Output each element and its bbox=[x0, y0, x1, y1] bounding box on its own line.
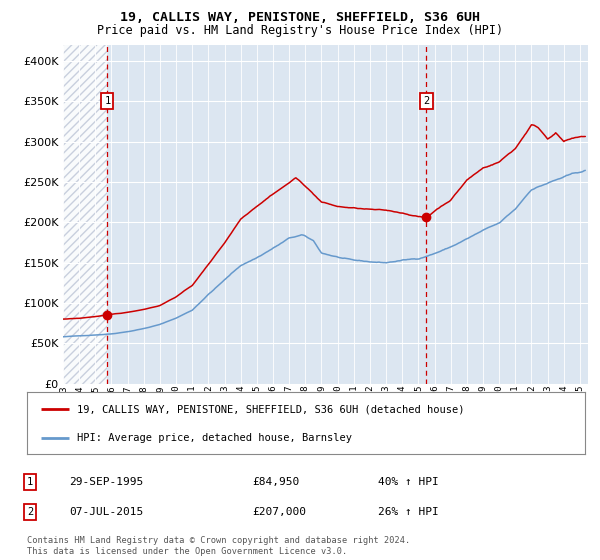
Text: 26% ↑ HPI: 26% ↑ HPI bbox=[378, 507, 439, 517]
Text: 1: 1 bbox=[104, 96, 110, 106]
Text: Contains HM Land Registry data © Crown copyright and database right 2024.
This d: Contains HM Land Registry data © Crown c… bbox=[27, 536, 410, 556]
Text: 2: 2 bbox=[27, 507, 33, 517]
Text: 40% ↑ HPI: 40% ↑ HPI bbox=[378, 477, 439, 487]
Text: £84,950: £84,950 bbox=[252, 477, 299, 487]
Text: 2: 2 bbox=[424, 96, 430, 106]
Text: 19, CALLIS WAY, PENISTONE, SHEFFIELD, S36 6UH: 19, CALLIS WAY, PENISTONE, SHEFFIELD, S3… bbox=[120, 11, 480, 24]
Text: Price paid vs. HM Land Registry's House Price Index (HPI): Price paid vs. HM Land Registry's House … bbox=[97, 24, 503, 36]
Text: 29-SEP-1995: 29-SEP-1995 bbox=[69, 477, 143, 487]
Text: 07-JUL-2015: 07-JUL-2015 bbox=[69, 507, 143, 517]
Text: 19, CALLIS WAY, PENISTONE, SHEFFIELD, S36 6UH (detached house): 19, CALLIS WAY, PENISTONE, SHEFFIELD, S3… bbox=[77, 404, 465, 414]
Text: 1: 1 bbox=[27, 477, 33, 487]
Text: HPI: Average price, detached house, Barnsley: HPI: Average price, detached house, Barn… bbox=[77, 433, 352, 443]
Text: £207,000: £207,000 bbox=[252, 507, 306, 517]
